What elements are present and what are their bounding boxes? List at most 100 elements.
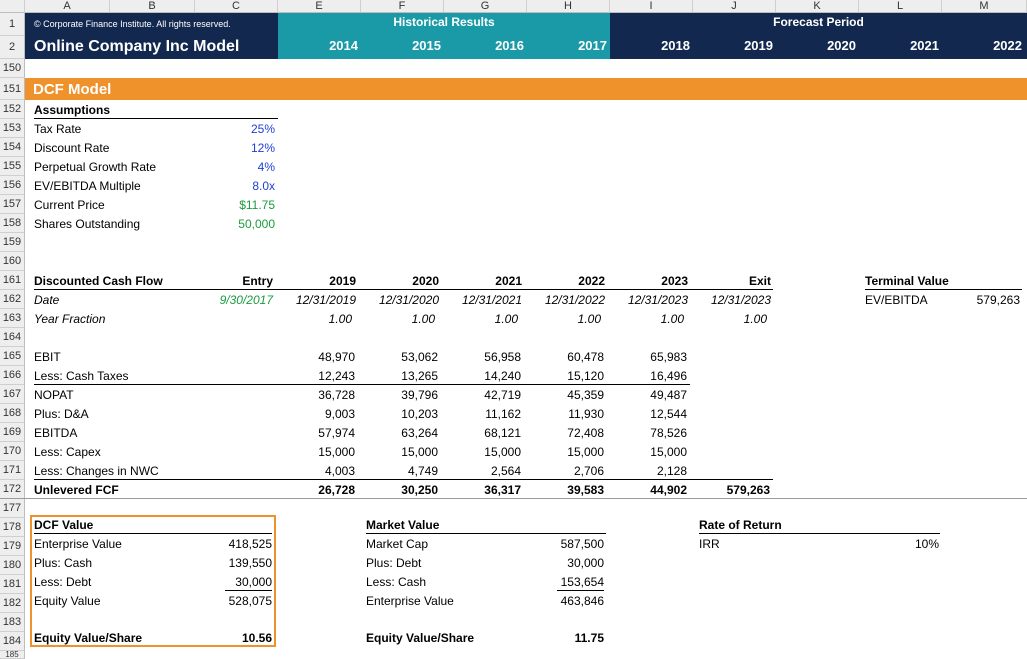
- dcf-cell[interactable]: 2,128: [656, 464, 687, 478]
- dcf-cell[interactable]: 4,749: [407, 464, 438, 478]
- dcf-cell[interactable]: 57,974: [318, 426, 355, 440]
- dcf-cell[interactable]: 72,408: [567, 426, 604, 440]
- row-header[interactable]: 161: [0, 271, 25, 290]
- row-header[interactable]: 179: [0, 537, 25, 556]
- row-header[interactable]: 156: [0, 176, 25, 195]
- period-date[interactable]: 12/31/2021: [461, 293, 522, 307]
- row-header[interactable]: 166: [0, 366, 25, 385]
- year-fraction[interactable]: 1.00: [743, 312, 767, 326]
- dcf-cell[interactable]: 48,970: [318, 350, 355, 364]
- assumption-value[interactable]: 12%: [250, 141, 275, 155]
- dcf-cell[interactable]: 13,265: [401, 369, 438, 383]
- ufcf-cell[interactable]: 39,583: [567, 483, 604, 497]
- period-date[interactable]: 12/31/2022: [544, 293, 605, 307]
- entry-date[interactable]: 9/30/2017: [219, 293, 273, 307]
- row-header[interactable]: 150: [0, 59, 25, 78]
- period-date[interactable]: 12/31/2023: [627, 293, 688, 307]
- row-header[interactable]: 181: [0, 575, 25, 594]
- dcf-cell[interactable]: 63,264: [401, 426, 438, 440]
- dcf-cell[interactable]: 16,496: [650, 369, 687, 383]
- row-header[interactable]: 180: [0, 556, 25, 575]
- dcf-value-cell[interactable]: 30,000: [235, 575, 272, 589]
- row-header[interactable]: 167: [0, 385, 25, 404]
- column-header-k[interactable]: K: [776, 0, 859, 13]
- dcf-cell[interactable]: 9,003: [324, 407, 355, 421]
- row-header[interactable]: 183: [0, 613, 25, 632]
- dcf-cell[interactable]: 45,359: [567, 388, 604, 402]
- column-header-a[interactable]: A: [25, 0, 110, 13]
- row-header[interactable]: 172: [0, 480, 25, 499]
- dcf-cell[interactable]: 68,121: [484, 426, 521, 440]
- dcf-cell[interactable]: 15,000: [484, 445, 521, 459]
- market-value-cell[interactable]: 463,846: [560, 594, 604, 608]
- row-header[interactable]: 171: [0, 461, 25, 480]
- dcf-cell[interactable]: 39,796: [401, 388, 438, 402]
- irr-value[interactable]: 10%: [914, 537, 939, 551]
- year-fraction[interactable]: 1.00: [577, 312, 601, 326]
- column-header-b[interactable]: B: [110, 0, 195, 13]
- select-all-corner[interactable]: [0, 0, 25, 13]
- assumption-value[interactable]: 25%: [250, 122, 275, 136]
- row-header[interactable]: 182: [0, 594, 25, 613]
- dcf-cell[interactable]: 78,526: [650, 426, 687, 440]
- row-header[interactable]: 163: [0, 309, 25, 328]
- exit-date[interactable]: 12/31/2023: [710, 293, 771, 307]
- column-header-m[interactable]: M: [942, 0, 1027, 13]
- row-header[interactable]: 159: [0, 233, 25, 252]
- year-fraction[interactable]: 1.00: [660, 312, 684, 326]
- dcf-value-cell[interactable]: 418,525: [228, 537, 272, 551]
- dcf-cell[interactable]: 53,062: [401, 350, 438, 364]
- year-fraction[interactable]: 1.00: [494, 312, 518, 326]
- column-header-j[interactable]: J: [693, 0, 776, 13]
- row-header[interactable]: 164: [0, 328, 25, 347]
- column-header-h[interactable]: H: [527, 0, 610, 13]
- dcf-cell[interactable]: 60,478: [567, 350, 604, 364]
- dcf-cell[interactable]: 2,706: [573, 464, 604, 478]
- year-fraction[interactable]: 1.00: [411, 312, 435, 326]
- dcf-cell[interactable]: 11,930: [568, 407, 604, 421]
- market-value-cell[interactable]: 587,500: [560, 537, 604, 551]
- column-header-c[interactable]: C: [195, 0, 278, 13]
- row-header[interactable]: 170: [0, 442, 25, 461]
- row-header[interactable]: 158: [0, 214, 25, 233]
- assumption-value[interactable]: 50,000: [238, 217, 275, 231]
- row-header[interactable]: 154: [0, 138, 25, 157]
- dcf-value-cell[interactable]: 139,550: [228, 556, 272, 570]
- dcf-cell[interactable]: 12,544: [650, 407, 687, 421]
- assumption-value[interactable]: $11.75: [239, 198, 275, 212]
- market-value-cell[interactable]: 30,000: [567, 556, 604, 570]
- market-value-cell[interactable]: 153,654: [560, 575, 604, 589]
- year-fraction[interactable]: 1.00: [328, 312, 352, 326]
- assumption-value[interactable]: 4%: [257, 160, 275, 174]
- row-header[interactable]: 1: [0, 13, 25, 36]
- column-header-g[interactable]: G: [444, 0, 527, 13]
- dcf-per-share-value[interactable]: 10.56: [241, 631, 272, 645]
- period-date[interactable]: 12/31/2020: [378, 293, 439, 307]
- dcf-cell[interactable]: 15,000: [567, 445, 604, 459]
- column-header-l[interactable]: L: [859, 0, 942, 13]
- dcf-cell[interactable]: 4,003: [324, 464, 355, 478]
- row-header[interactable]: 2: [0, 36, 25, 59]
- row-header[interactable]: 157: [0, 195, 25, 214]
- row-header[interactable]: 177: [0, 499, 25, 518]
- dcf-cell[interactable]: 11,162: [485, 407, 521, 421]
- row-header[interactable]: 168: [0, 404, 25, 423]
- dcf-cell[interactable]: 42,719: [484, 388, 521, 402]
- terminal-value[interactable]: 579,263: [976, 293, 1020, 307]
- market-per-share-value[interactable]: 11.75: [574, 631, 604, 645]
- row-header[interactable]: 160: [0, 252, 25, 271]
- row-header[interactable]: 153: [0, 119, 25, 138]
- column-header-f[interactable]: F: [361, 0, 444, 13]
- dcf-cell[interactable]: 12,243: [318, 369, 355, 383]
- ufcf-exit-cell[interactable]: 579,263: [726, 483, 770, 497]
- dcf-cell[interactable]: 65,983: [650, 350, 687, 364]
- dcf-cell[interactable]: 56,958: [484, 350, 521, 364]
- row-header[interactable]: 169: [0, 423, 25, 442]
- dcf-value-cell[interactable]: 528,075: [228, 594, 272, 608]
- ufcf-cell[interactable]: 44,902: [650, 483, 687, 497]
- dcf-cell[interactable]: 15,000: [401, 445, 438, 459]
- ufcf-cell[interactable]: 26,728: [318, 483, 355, 497]
- row-header[interactable]: 185: [0, 651, 25, 659]
- column-header-i[interactable]: I: [610, 0, 693, 13]
- ufcf-cell[interactable]: 30,250: [401, 483, 438, 497]
